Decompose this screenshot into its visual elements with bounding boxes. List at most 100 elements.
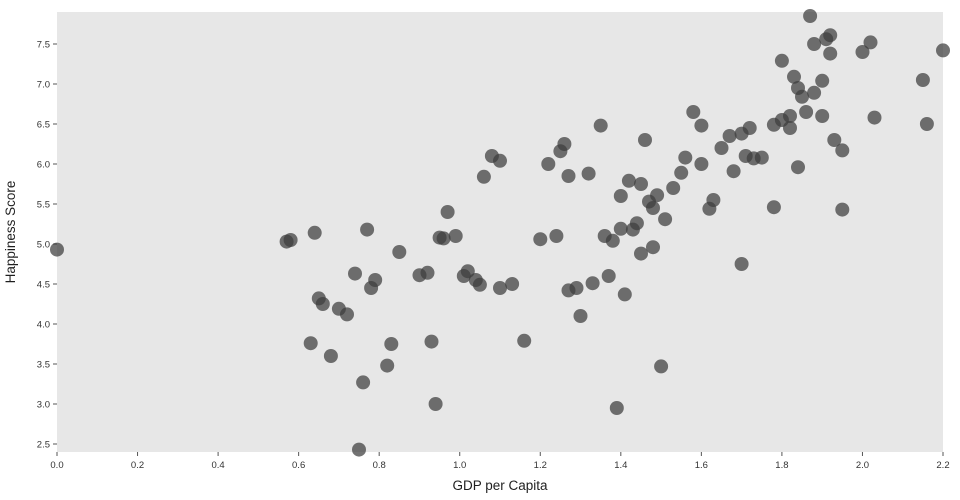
data-point <box>795 89 809 104</box>
data-point <box>356 375 371 390</box>
data-point <box>505 277 520 291</box>
plot-area <box>57 12 943 452</box>
data-point <box>807 37 822 51</box>
data-point <box>533 232 548 247</box>
y-tick-label: 7.5 <box>37 40 50 51</box>
data-point <box>617 287 632 302</box>
data-point <box>360 222 375 237</box>
data-point <box>315 297 330 311</box>
data-point <box>706 193 721 207</box>
data-point <box>803 9 818 23</box>
data-point <box>621 173 636 188</box>
y-tick-label: 5.0 <box>37 240 50 251</box>
data-point <box>593 118 608 133</box>
data-point <box>493 281 507 295</box>
data-point <box>368 273 383 287</box>
x-axis-ticks: 0.0 0.2 0.4 0.6 0.8 1.0 1.2 1.4 1.6 1.8 2.0 2.2 <box>50 452 950 471</box>
data-point <box>283 233 298 247</box>
data-point <box>448 229 463 243</box>
x-tick-label: 2.0 <box>856 460 869 471</box>
data-point <box>585 276 600 291</box>
data-point <box>666 181 681 195</box>
data-point <box>678 150 693 165</box>
data-point <box>392 245 407 259</box>
data-point <box>541 157 556 171</box>
data-point <box>815 73 830 88</box>
data-point <box>549 229 564 243</box>
data-point <box>340 307 354 322</box>
data-point <box>581 166 596 181</box>
y-tick-label: 2.5 <box>37 440 50 451</box>
data-point <box>613 221 628 236</box>
data-point <box>754 150 769 165</box>
x-tick-label: 0.2 <box>131 460 144 471</box>
x-tick-label: 1.0 <box>453 460 466 471</box>
data-point <box>440 205 455 219</box>
data-point <box>658 212 673 227</box>
x-axis-label: GDP per Capita <box>452 478 548 493</box>
data-point <box>380 358 395 373</box>
x-tick-label: 1.6 <box>695 460 708 471</box>
y-tick-label: 3.5 <box>37 360 50 371</box>
data-point <box>799 105 814 119</box>
data-point <box>323 349 338 363</box>
data-point <box>50 242 64 257</box>
data-point <box>384 337 399 351</box>
data-point <box>348 266 362 281</box>
data-point <box>783 121 797 135</box>
x-tick-label: 1.2 <box>534 460 547 471</box>
y-tick-label: 3.0 <box>37 400 50 411</box>
data-point <box>787 69 801 84</box>
data-point <box>694 157 709 171</box>
y-tick-label: 4.0 <box>37 320 50 331</box>
data-point <box>674 165 689 180</box>
data-point <box>863 35 878 50</box>
data-point <box>420 265 435 280</box>
data-point <box>823 28 838 43</box>
y-tick-label: 6.5 <box>37 120 50 131</box>
y-axis-ticks: 2.5 3.0 3.5 4.0 4.5 5.0 5.5 6.0 6.5 7.0 7.5 <box>37 40 57 451</box>
data-point <box>605 233 620 248</box>
data-point <box>734 257 749 271</box>
x-tick-label: 2.2 <box>936 460 949 471</box>
data-point <box>686 105 701 119</box>
data-point <box>601 269 616 283</box>
data-point <box>424 334 439 349</box>
data-point <box>646 201 660 215</box>
x-tick-label: 0.8 <box>373 460 386 471</box>
data-point <box>823 46 838 61</box>
data-point <box>807 85 822 100</box>
data-point <box>638 133 652 147</box>
data-point <box>774 53 789 68</box>
data-point <box>714 141 729 155</box>
x-tick-label: 1.8 <box>775 460 788 471</box>
data-point <box>646 240 660 255</box>
data-point <box>476 169 491 184</box>
data-points-group <box>50 9 950 457</box>
data-point <box>634 246 648 261</box>
data-point <box>855 45 870 59</box>
data-point <box>835 143 850 158</box>
y-tick-label: 7.0 <box>37 80 50 91</box>
data-point <box>517 333 532 348</box>
data-point <box>654 359 669 374</box>
data-point <box>472 277 487 292</box>
data-point <box>629 216 644 231</box>
y-tick-label: 4.5 <box>37 280 50 291</box>
data-point <box>742 121 757 135</box>
x-tick-label: 0.0 <box>50 460 63 471</box>
data-point <box>783 109 797 123</box>
data-point <box>791 160 805 175</box>
data-point <box>815 109 830 123</box>
data-point <box>493 153 507 168</box>
data-point <box>352 442 366 457</box>
data-point <box>436 231 451 246</box>
data-point <box>307 225 322 240</box>
y-tick-label: 6.0 <box>37 160 50 171</box>
data-point <box>428 397 443 411</box>
y-tick-label: 5.5 <box>37 200 50 211</box>
data-point <box>557 137 572 151</box>
data-point <box>634 177 648 191</box>
